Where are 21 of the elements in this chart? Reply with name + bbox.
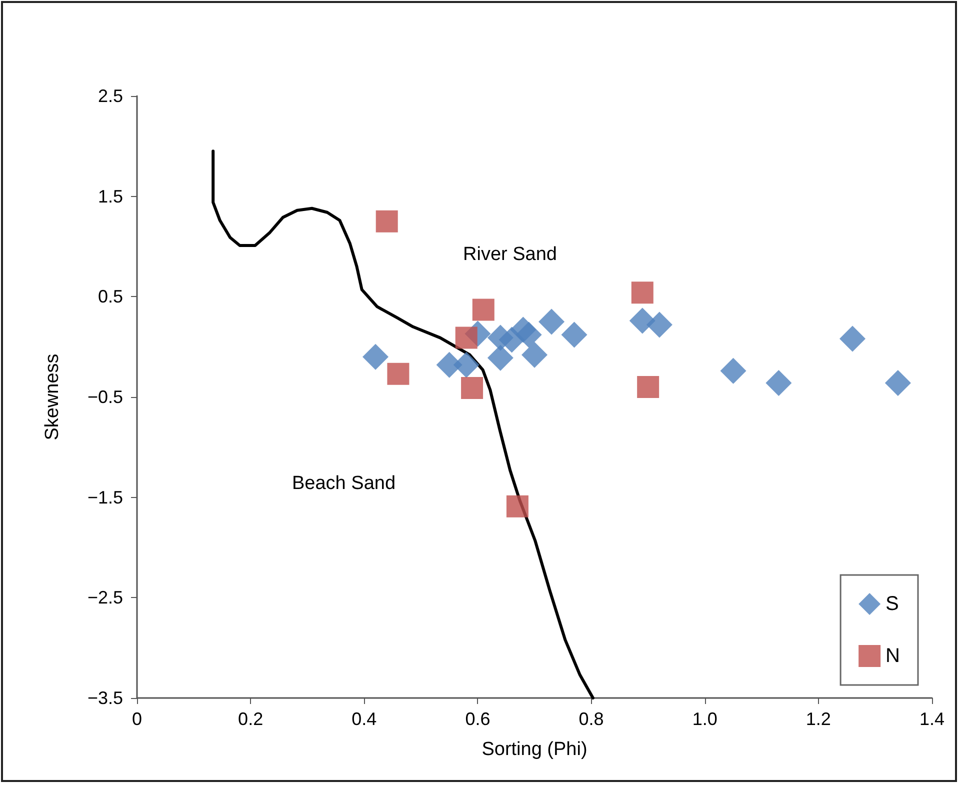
x-tick-label: 0.6 bbox=[465, 709, 490, 729]
y-tick-label: 0.5 bbox=[98, 286, 123, 307]
annotation: River Sand bbox=[463, 244, 557, 265]
y-axis-title: Skewness bbox=[42, 354, 63, 440]
x-tick-label: 0 bbox=[132, 709, 142, 729]
x-tick-label: 0.4 bbox=[352, 709, 377, 729]
x-tick-label: 1.2 bbox=[806, 709, 831, 729]
x-tick-label: 0.2 bbox=[238, 709, 264, 729]
legend-label: S bbox=[886, 593, 899, 615]
x-tick-label: 1.4 bbox=[919, 709, 945, 729]
y-tick-label: 1.5 bbox=[98, 186, 123, 206]
x-axis-title: Sorting (Phi) bbox=[482, 739, 588, 760]
legend-label: N bbox=[886, 645, 900, 667]
y-tick-label: −2.5 bbox=[87, 588, 123, 608]
x-tick-label: 0.8 bbox=[578, 709, 604, 729]
annotation: Beach Sand bbox=[292, 473, 396, 494]
y-tick-label: −0.5 bbox=[87, 387, 123, 407]
y-tick-label: 2.5 bbox=[98, 86, 123, 106]
y-tick-label: −1.5 bbox=[87, 487, 123, 508]
x-tick-label: 1.0 bbox=[692, 709, 718, 729]
y-tick-label: −3.5 bbox=[87, 688, 123, 708]
